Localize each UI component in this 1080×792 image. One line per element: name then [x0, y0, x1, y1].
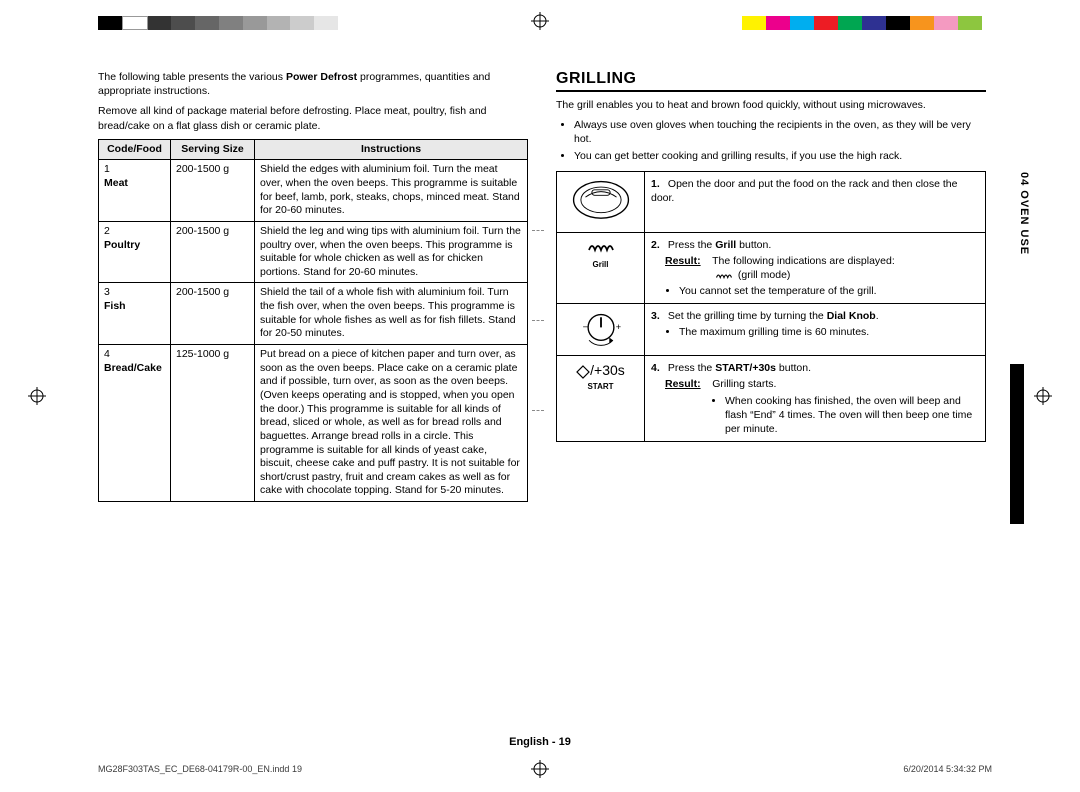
step-icon-cell: Grill: [557, 232, 645, 304]
result-label: Result:: [665, 378, 701, 390]
intro-paragraph-2: Remove all kind of package material befo…: [98, 104, 528, 132]
th-code: Code/Food: [99, 139, 171, 160]
step-text-post: .: [876, 310, 879, 322]
step-bullets: You cannot set the temperature of the gr…: [651, 284, 979, 298]
step-row: − + 3. Set the grilling time by turning …: [557, 304, 986, 356]
step-number: 1.: [651, 177, 665, 191]
result-text: Grilling starts.: [712, 378, 776, 390]
grill-icon-label: Grill: [563, 260, 638, 271]
footer-page: English - 19: [509, 736, 571, 748]
footer-lang: English: [509, 736, 549, 748]
grilling-steps-table: 1. Open the door and put the food on the…: [556, 171, 986, 442]
step-text-post: button.: [776, 362, 811, 374]
intro-text: The following table presents the various: [98, 71, 286, 83]
step-row: 1. Open the door and put the food on the…: [557, 171, 986, 232]
th-instr: Instructions: [255, 139, 528, 160]
th-size: Serving Size: [171, 139, 255, 160]
step-text-post: button.: [736, 239, 771, 251]
start-icon: /+30s: [563, 361, 638, 380]
step-text-cell: 3. Set the grilling time by turning the …: [645, 304, 986, 356]
side-tab-label: 04 OVEN USE: [1018, 172, 1030, 255]
instr-cell: Put bread on a piece of kitchen paper an…: [255, 345, 528, 502]
table-row: 1Meat200-1500 gShield the edges with alu…: [99, 160, 528, 222]
step-text-cell: 1. Open the door and put the food on the…: [645, 171, 986, 232]
instr-cell: Shield the leg and wing tips with alumin…: [255, 221, 528, 283]
right-column: GRILLING The grill enables you to heat a…: [556, 70, 986, 502]
instr-cell: Shield the tail of a whole fish with alu…: [255, 283, 528, 345]
dial-icon: − +: [578, 309, 624, 346]
step-number: 4.: [651, 361, 665, 375]
footer-timestamp: 6/20/2014 5:34:32 PM: [903, 764, 992, 774]
side-tab-block: [1010, 364, 1024, 524]
step-bullets: The maximum grilling time is 60 minutes.: [651, 325, 979, 339]
size-cell: 200-1500 g: [171, 160, 255, 222]
oven-icon: [569, 177, 633, 223]
step-bullets: When cooking has finished, the oven will…: [651, 394, 979, 437]
step-text-pre: Press the: [668, 239, 715, 251]
size-cell: 200-1500 g: [171, 283, 255, 345]
grill-mode-icon: [713, 270, 735, 280]
step-text-bold: START/+30s: [715, 362, 776, 374]
start-icon-text: /+30s: [590, 362, 625, 378]
step-icon-cell: − +: [557, 304, 645, 356]
result-text: The following indications are displayed:: [712, 255, 895, 267]
grilling-bullet: You can get better cooking and grilling …: [574, 149, 986, 163]
step-bullet: The maximum grilling time is 60 minutes.: [679, 325, 979, 339]
step-icon-cell: [557, 171, 645, 232]
code-cell: 3Fish: [99, 283, 171, 345]
instr-cell: Shield the edges with aluminium foil. Tu…: [255, 160, 528, 222]
step-text-bold: Dial Knob: [827, 310, 876, 322]
step-row: /+30s START 4. Press the START/+30s butt…: [557, 356, 986, 442]
table-row: 4Bread/Cake125-1000 gPut bread on a piec…: [99, 345, 528, 502]
grilling-bullet: Always use oven gloves when touching the…: [574, 118, 986, 146]
table-row: 3Fish200-1500 gShield the tail of a whol…: [99, 283, 528, 345]
registration-mark-bottom: [531, 760, 549, 778]
step-text-cell: 2. Press the Grill button. Result: The f…: [645, 232, 986, 304]
result-label: Result:: [665, 255, 701, 267]
footer-filename: MG28F303TAS_EC_DE68-04179R-00_EN.indd 19: [98, 764, 302, 774]
grill-icon: [587, 238, 615, 254]
step-row: Grill 2. Press the Grill button. Result:…: [557, 232, 986, 304]
grilling-bullets: Always use oven gloves when touching the…: [556, 118, 986, 163]
table-row: 2Poultry200-1500 gShield the leg and win…: [99, 221, 528, 283]
step-number: 2.: [651, 238, 665, 252]
footer-num: - 19: [549, 736, 571, 748]
step-text: Open the door and put the food on the ra…: [651, 178, 957, 204]
defrost-table: Code/Food Serving Size Instructions 1Mea…: [98, 139, 528, 502]
code-cell: 4Bread/Cake: [99, 345, 171, 502]
intro-bold: Power Defrost: [286, 71, 357, 83]
step-number: 3.: [651, 309, 665, 323]
left-column: The following table presents the various…: [98, 70, 528, 502]
result-sub: (grill mode): [738, 269, 791, 281]
size-cell: 200-1500 g: [171, 221, 255, 283]
step-text-cell: 4. Press the START/+30s button. Result: …: [645, 356, 986, 442]
step-text-pre: Set the grilling time by turning the: [668, 310, 827, 322]
section-title-grilling: GRILLING: [556, 70, 986, 92]
code-cell: 1Meat: [99, 160, 171, 222]
svg-text:−: −: [582, 322, 587, 332]
code-cell: 2Poultry: [99, 221, 171, 283]
start-icon-label: START: [563, 382, 638, 393]
svg-text:+: +: [615, 322, 620, 332]
step-text-bold: Grill: [715, 239, 736, 251]
size-cell: 125-1000 g: [171, 345, 255, 502]
step-icon-cell: /+30s START: [557, 356, 645, 442]
step-bullet: When cooking has finished, the oven will…: [725, 394, 979, 437]
step-bullet: You cannot set the temperature of the gr…: [679, 284, 979, 298]
grilling-intro: The grill enables you to heat and brown …: [556, 98, 986, 112]
step-text-pre: Press the: [668, 362, 715, 374]
intro-paragraph-1: The following table presents the various…: [98, 70, 528, 98]
